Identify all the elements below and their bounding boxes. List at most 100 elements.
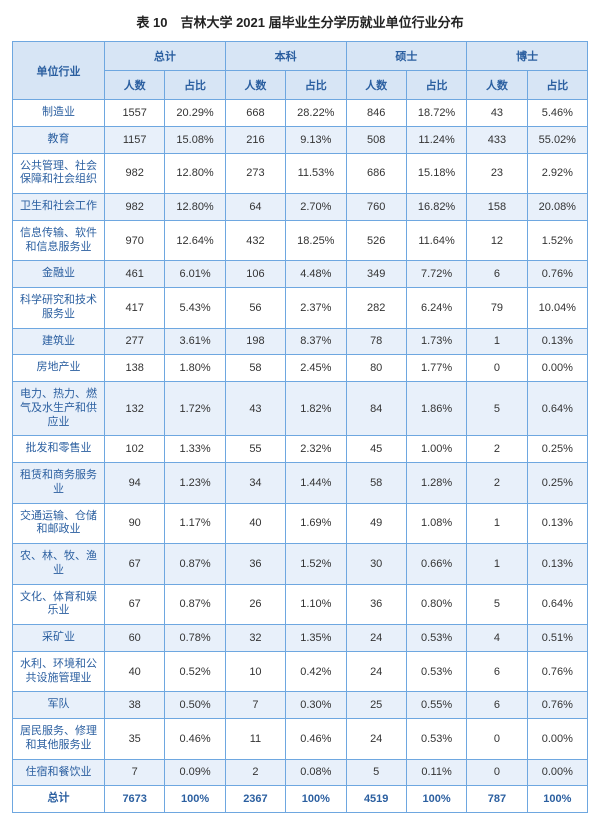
industry-cell: 房地产业 bbox=[13, 355, 105, 382]
data-cell: 38 bbox=[105, 692, 165, 719]
data-cell: 0.53% bbox=[406, 719, 466, 760]
industry-cell: 文化、体育和娱乐业 bbox=[13, 584, 105, 625]
data-cell: 20.29% bbox=[165, 100, 225, 127]
data-cell: 79 bbox=[467, 288, 527, 329]
data-cell: 15.18% bbox=[406, 153, 466, 194]
table-row: 房地产业1381.80%582.45%801.77%00.00% bbox=[13, 355, 588, 382]
data-cell: 6.01% bbox=[165, 261, 225, 288]
data-cell: 5 bbox=[346, 759, 406, 786]
data-cell: 90 bbox=[105, 503, 165, 544]
data-cell: 0.46% bbox=[165, 719, 225, 760]
data-cell: 277 bbox=[105, 328, 165, 355]
data-cell: 0.11% bbox=[406, 759, 466, 786]
data-cell: 461 bbox=[105, 261, 165, 288]
industry-cell: 居民服务、修理和其他服务业 bbox=[13, 719, 105, 760]
data-cell: 970 bbox=[105, 220, 165, 261]
data-cell: 78 bbox=[346, 328, 406, 355]
table-row: 军队380.50%70.30%250.55%60.76% bbox=[13, 692, 588, 719]
data-cell: 84 bbox=[346, 382, 406, 436]
col-doctor: 博士 bbox=[467, 42, 588, 71]
data-cell: 32 bbox=[225, 625, 285, 652]
industry-cell: 信息传输、软件和信息服务业 bbox=[13, 220, 105, 261]
data-cell: 10 bbox=[225, 651, 285, 692]
sub-count: 人数 bbox=[467, 71, 527, 100]
data-cell: 0.00% bbox=[527, 719, 587, 760]
table-row: 科学研究和技术服务业4175.43%562.37%2826.24%7910.04… bbox=[13, 288, 588, 329]
data-cell: 0.66% bbox=[406, 544, 466, 585]
data-cell: 18.25% bbox=[286, 220, 346, 261]
table-row: 居民服务、修理和其他服务业350.46%110.46%240.53%00.00% bbox=[13, 719, 588, 760]
data-cell: 0.52% bbox=[165, 651, 225, 692]
data-cell: 2 bbox=[467, 436, 527, 463]
data-cell: 0.13% bbox=[527, 328, 587, 355]
table-body: 制造业155720.29%66828.22%84618.72%435.46%教育… bbox=[13, 100, 588, 786]
data-cell: 1.73% bbox=[406, 328, 466, 355]
data-cell: 198 bbox=[225, 328, 285, 355]
data-cell: 34 bbox=[225, 463, 285, 504]
data-cell: 1.33% bbox=[165, 436, 225, 463]
col-industry: 单位行业 bbox=[13, 42, 105, 100]
data-cell: 1 bbox=[467, 544, 527, 585]
data-cell: 1.72% bbox=[165, 382, 225, 436]
data-cell: 7 bbox=[105, 759, 165, 786]
data-cell: 40 bbox=[105, 651, 165, 692]
data-cell: 12.80% bbox=[165, 153, 225, 194]
industry-cell: 批发和零售业 bbox=[13, 436, 105, 463]
data-cell: 4 bbox=[467, 625, 527, 652]
sub-pct: 占比 bbox=[286, 71, 346, 100]
sub-count: 人数 bbox=[225, 71, 285, 100]
data-cell: 6 bbox=[467, 692, 527, 719]
sub-count: 人数 bbox=[346, 71, 406, 100]
industry-cell: 制造业 bbox=[13, 100, 105, 127]
data-cell: 20.08% bbox=[527, 194, 587, 221]
data-cell: 6 bbox=[467, 651, 527, 692]
table-row: 交通运输、仓储和邮政业901.17%401.69%491.08%10.13% bbox=[13, 503, 588, 544]
data-cell: 0.55% bbox=[406, 692, 466, 719]
data-cell: 0.30% bbox=[286, 692, 346, 719]
footer-total-p: 100% bbox=[165, 786, 225, 813]
data-cell: 58 bbox=[346, 463, 406, 504]
industry-cell: 租赁和商务服务业 bbox=[13, 463, 105, 504]
data-cell: 12.64% bbox=[165, 220, 225, 261]
industry-cell: 采矿业 bbox=[13, 625, 105, 652]
data-cell: 24 bbox=[346, 719, 406, 760]
data-cell: 846 bbox=[346, 100, 406, 127]
data-cell: 24 bbox=[346, 651, 406, 692]
data-cell: 9.13% bbox=[286, 126, 346, 153]
data-cell: 11.64% bbox=[406, 220, 466, 261]
data-cell: 26 bbox=[225, 584, 285, 625]
footer-ug-n: 2367 bbox=[225, 786, 285, 813]
table-row: 水利、环境和公共设施管理业400.52%100.42%240.53%60.76% bbox=[13, 651, 588, 692]
data-cell: 1.00% bbox=[406, 436, 466, 463]
table-row: 教育115715.08%2169.13%50811.24%43355.02% bbox=[13, 126, 588, 153]
data-cell: 1.69% bbox=[286, 503, 346, 544]
data-cell: 0.64% bbox=[527, 382, 587, 436]
data-cell: 1157 bbox=[105, 126, 165, 153]
employment-table: 单位行业 总计 本科 硕士 博士 人数 占比 人数 占比 人数 占比 人数 占比… bbox=[12, 41, 588, 813]
table-row: 卫生和社会工作98212.80%642.70%76016.82%15820.08… bbox=[13, 194, 588, 221]
table-row: 建筑业2773.61%1988.37%781.73%10.13% bbox=[13, 328, 588, 355]
data-cell: 668 bbox=[225, 100, 285, 127]
data-cell: 0.42% bbox=[286, 651, 346, 692]
data-cell: 60 bbox=[105, 625, 165, 652]
data-cell: 5.43% bbox=[165, 288, 225, 329]
data-cell: 1.86% bbox=[406, 382, 466, 436]
data-cell: 158 bbox=[467, 194, 527, 221]
data-cell: 0.64% bbox=[527, 584, 587, 625]
footer-ms-n: 4519 bbox=[346, 786, 406, 813]
data-cell: 0.80% bbox=[406, 584, 466, 625]
data-cell: 45 bbox=[346, 436, 406, 463]
data-cell: 0.76% bbox=[527, 651, 587, 692]
data-cell: 10.04% bbox=[527, 288, 587, 329]
industry-cell: 建筑业 bbox=[13, 328, 105, 355]
data-cell: 2.92% bbox=[527, 153, 587, 194]
data-cell: 49 bbox=[346, 503, 406, 544]
data-cell: 2.37% bbox=[286, 288, 346, 329]
data-cell: 1.77% bbox=[406, 355, 466, 382]
data-cell: 35 bbox=[105, 719, 165, 760]
data-cell: 58 bbox=[225, 355, 285, 382]
data-cell: 11 bbox=[225, 719, 285, 760]
data-cell: 2 bbox=[225, 759, 285, 786]
col-undergrad: 本科 bbox=[225, 42, 346, 71]
data-cell: 0.25% bbox=[527, 463, 587, 504]
